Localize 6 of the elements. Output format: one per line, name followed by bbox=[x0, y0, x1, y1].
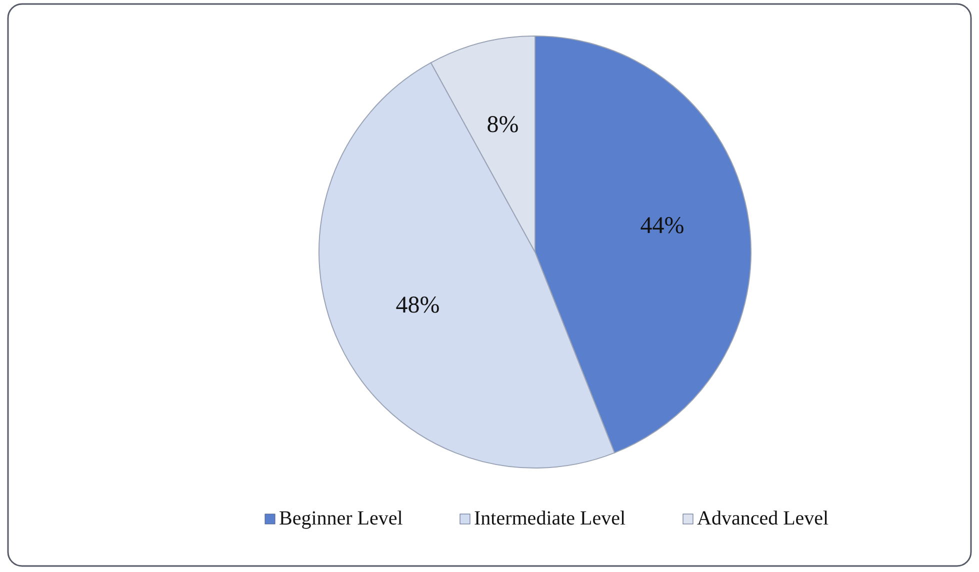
legend-label: Beginner Level bbox=[279, 508, 404, 530]
legend-label: Advanced Level bbox=[697, 508, 830, 530]
data-label: 48% bbox=[396, 292, 440, 319]
data-label: 8% bbox=[486, 112, 519, 138]
legend-label: Intermediate Level bbox=[474, 508, 626, 530]
data-label: 44% bbox=[640, 213, 684, 240]
